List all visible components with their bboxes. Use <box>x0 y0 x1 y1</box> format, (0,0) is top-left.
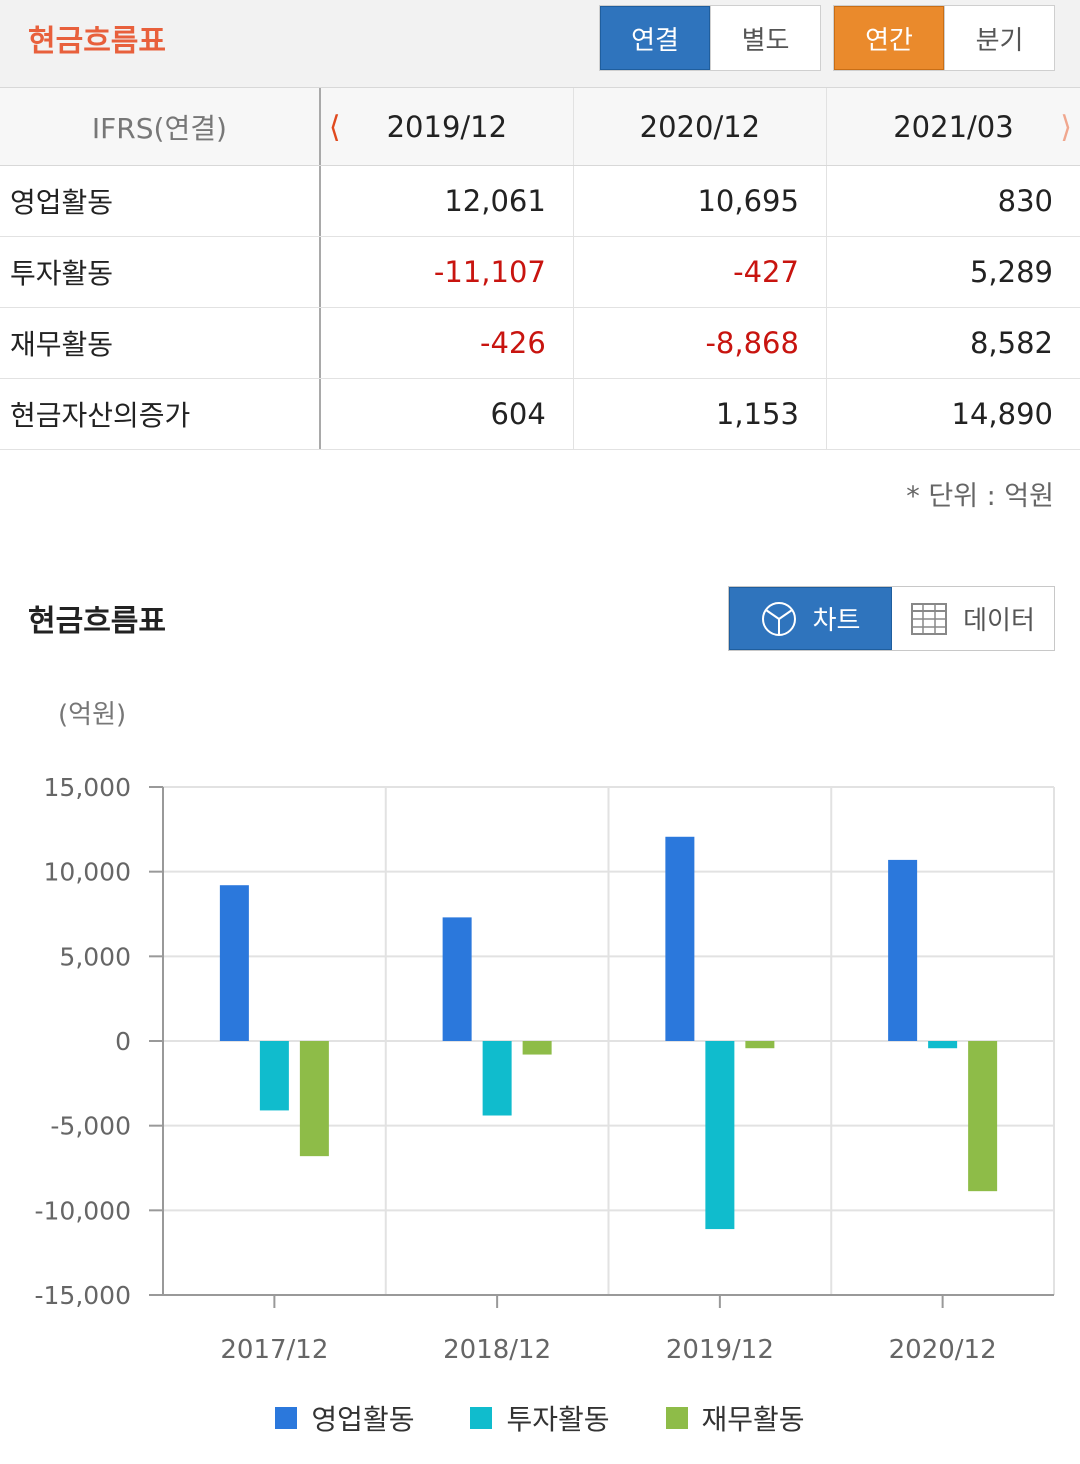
y-tick-label: 10,000 <box>44 858 131 887</box>
table-cell: -8,868 <box>574 308 827 378</box>
table-cell: 10,695 <box>574 166 827 236</box>
ifrs-label: IFRS(연결) <box>0 88 321 165</box>
table-cell: -11,107 <box>321 237 574 307</box>
table-cell: -427 <box>574 237 827 307</box>
legend-swatch <box>470 1407 493 1429</box>
cashflow-table: IFRS(연결) ⟨ 2019/12 2020/12 2021/03 ⟩ 영업활… <box>0 88 1080 450</box>
table-header: IFRS(연결) ⟨ 2019/12 2020/12 2021/03 ⟩ <box>0 88 1080 166</box>
table-cell: 12,061 <box>321 166 574 236</box>
legend-item: 영업활동 <box>275 1398 414 1438</box>
row-label: 영업활동 <box>0 166 321 236</box>
chevron-right-icon[interactable]: ⟩ <box>1060 110 1072 145</box>
period-toggle: 연간 분기 <box>833 5 1055 71</box>
legend-label: 영업활동 <box>311 1403 415 1436</box>
legend-label: 투자활동 <box>506 1403 610 1436</box>
column-header: ⟨ 2019/12 <box>321 88 574 165</box>
unit-note: * 단위 : 억원 <box>906 481 1054 512</box>
pie-chart-icon <box>761 601 797 637</box>
row-label: 현금자산의증가 <box>0 379 321 449</box>
chart-view-label: 차트 <box>812 606 861 636</box>
column-header-label: 2020/12 <box>639 109 761 144</box>
x-tick-label: 2017/12 <box>220 1335 328 1365</box>
page-title: 현금흐름표 <box>28 24 166 59</box>
column-header-label: 2021/03 <box>893 109 1014 144</box>
x-tick-label: 2019/12 <box>666 1335 774 1365</box>
y-axis-unit: (억원) <box>58 700 127 730</box>
bar <box>705 1041 735 1230</box>
table-cell: 8,582 <box>969 326 1054 360</box>
chart-title: 현금흐름표 <box>28 604 166 639</box>
bar <box>442 917 472 1041</box>
table-row: 현금자산의증가 604 1,153 14,890 <box>0 379 1080 450</box>
bar <box>482 1041 512 1116</box>
table-row: 영업활동 12,061 10,695 830 <box>0 166 1080 237</box>
table-row: 재무활동 -426 -8,868 8,582 <box>0 308 1080 379</box>
scope-toggle: 연결 별도 <box>599 5 821 71</box>
chevron-left-icon[interactable]: ⟨ <box>328 110 341 145</box>
scope-separate-button[interactable]: 별도 <box>710 6 820 70</box>
row-label: 투자활동 <box>0 237 321 307</box>
data-view-button[interactable]: 데이터 <box>892 587 1054 650</box>
period-annual-button[interactable]: 연간 <box>834 6 944 70</box>
x-tick-label: 2018/12 <box>443 1335 551 1365</box>
bar <box>928 1041 958 1049</box>
table-cell: 5,289 <box>969 255 1054 289</box>
column-header: 2020/12 <box>574 88 827 165</box>
legend-swatch <box>275 1407 298 1429</box>
column-header-label: 2019/12 <box>386 109 508 144</box>
cashflow-bar-chart: 15,000 10,000 5,000 0 -5,000 -10,000 -15,000 20… <box>35 773 1055 1365</box>
bar <box>219 885 249 1041</box>
period-quarterly-button[interactable]: 분기 <box>944 6 1054 70</box>
y-tick-label: 5,000 <box>59 942 131 971</box>
y-tick-label: 0 <box>115 1027 131 1056</box>
row-label: 재무활동 <box>0 308 321 378</box>
column-header: 2021/03 ⟩ <box>827 88 1080 165</box>
table-cell: 830 <box>997 184 1054 218</box>
x-tick-label: 2020/12 <box>889 1335 997 1365</box>
bar <box>665 836 695 1041</box>
y-tick-label: -10,000 <box>35 1196 132 1225</box>
view-toggle: 차트 데이터 <box>728 586 1055 651</box>
chart-view-button[interactable]: 차트 <box>729 587 892 650</box>
y-tick-label: -15,000 <box>35 1281 132 1310</box>
table-cell: -426 <box>321 308 574 378</box>
table-cell: 604 <box>321 379 574 449</box>
data-view-label: 데이터 <box>963 606 1035 636</box>
table-cell: 1,153 <box>574 379 827 449</box>
chart-legend: 영업활동 투자활동 재무활동 <box>0 1398 1080 1438</box>
bar <box>299 1041 329 1157</box>
scope-consolidated-button[interactable]: 연결 <box>600 6 710 70</box>
bar <box>259 1041 289 1111</box>
bar <box>745 1041 775 1049</box>
table-grid-icon <box>911 602 948 635</box>
legend-item: 재무활동 <box>665 1398 805 1438</box>
legend-label: 재무활동 <box>701 1403 805 1436</box>
bar <box>968 1041 998 1192</box>
table-cell: 14,890 <box>951 397 1054 431</box>
legend-item: 투자활동 <box>470 1398 610 1438</box>
legend-swatch <box>665 1407 688 1429</box>
bar <box>888 859 918 1041</box>
table-row: 투자활동 -11,107 -427 5,289 <box>0 237 1080 308</box>
y-tick-label: 15,000 <box>44 773 131 802</box>
bar <box>522 1041 552 1055</box>
top-header: 현금흐름표 연결 별도 연간 분기 <box>0 0 1080 88</box>
y-tick-label: -5,000 <box>50 1112 131 1141</box>
